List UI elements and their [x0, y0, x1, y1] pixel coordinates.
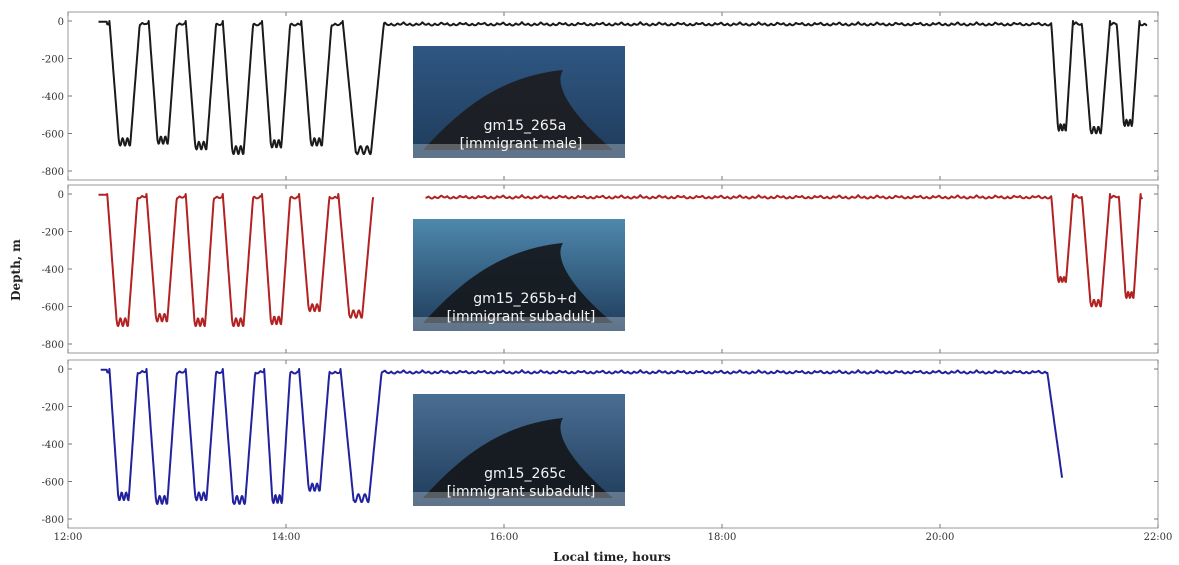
- x-axis-title: Local time, hours: [553, 550, 671, 564]
- y-tick-label: -200: [42, 403, 64, 414]
- photo-caption-id: gm15_265b+d: [473, 291, 577, 307]
- x-tick-label: 16:00: [490, 532, 519, 543]
- y-tick-label: -400: [42, 92, 64, 103]
- water-splash: [413, 492, 625, 506]
- y-tick-label: -600: [42, 303, 64, 314]
- y-tick-label: -200: [42, 228, 64, 239]
- y-tick-label: 0: [58, 17, 64, 28]
- depth-trace-a-segment-0: [98, 20, 1148, 156]
- depth-trace-c-segment-0: [100, 368, 1064, 505]
- panel-b: 0 -200 -400 -600 -800 gm15_265b+d [immigrant s…: [42, 184, 1159, 354]
- depth-trace-b-segment-1: [425, 193, 1144, 308]
- photo-caption-class: [immigrant subadult]: [447, 484, 596, 500]
- water-splash: [413, 144, 625, 158]
- x-tick-label: 18:00: [708, 532, 737, 543]
- photo-caption-class: [immigrant male]: [460, 136, 583, 152]
- panels: 0 -200 -400 -600 -800 gm15_265a [immigrant mal…: [42, 11, 1159, 529]
- dorsal-fin-silhouette: [423, 70, 613, 150]
- y-axis-title: Depth, m: [9, 239, 23, 301]
- y-tick-label: 0: [58, 190, 64, 201]
- photo-caption-id: gm15_265a: [484, 118, 567, 134]
- x-tick-label: 14:00: [272, 532, 301, 543]
- y-tick-label: -800: [42, 167, 64, 178]
- x-tick-label: 12:00: [54, 532, 83, 543]
- panel-c: 0 -200 -400 -600 -800 gm15_265c [immigrant sub…: [42, 359, 1159, 529]
- y-tick-label: -400: [42, 440, 64, 451]
- photo-caption-class: [immigrant subadult]: [447, 309, 596, 325]
- y-tick-label: -600: [42, 130, 64, 141]
- x-tick-label: 20:00: [926, 532, 955, 543]
- panel-a: 0 -200 -400 -600 -800 gm15_265a [immigrant mal…: [42, 11, 1159, 181]
- dorsal-fin-silhouette: [423, 243, 613, 323]
- depth-trace-b-segment-0: [98, 193, 375, 328]
- water-splash: [413, 317, 625, 331]
- photo-caption-id: gm15_265c: [484, 466, 566, 482]
- y-tick-label: 0: [58, 365, 64, 376]
- y-tick-label: -800: [42, 340, 64, 351]
- dorsal-fin-silhouette: [423, 418, 613, 498]
- y-tick-label: -400: [42, 265, 64, 276]
- x-tick-label: 22:00: [1144, 532, 1173, 543]
- y-tick-label: -200: [42, 55, 64, 66]
- y-tick-label: -800: [42, 515, 64, 526]
- x-tick-labels: 12:00 14:00 16:00 18:00 20:00 22:00: [54, 532, 1173, 543]
- y-tick-label: -600: [42, 478, 64, 489]
